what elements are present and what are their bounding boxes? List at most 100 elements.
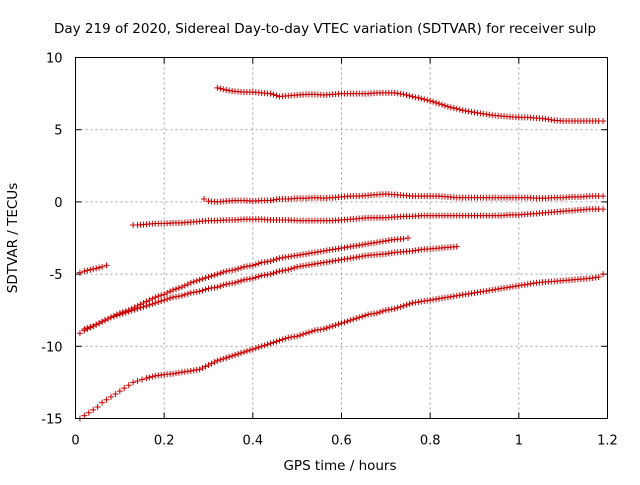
data-point [84, 267, 91, 274]
data-point [214, 284, 221, 291]
data-point [595, 273, 602, 280]
data-point [438, 101, 445, 108]
data-point [199, 364, 206, 371]
data-point [84, 325, 91, 332]
data-point [220, 86, 227, 93]
data-point [252, 274, 259, 281]
data-point [196, 366, 203, 373]
data-point [90, 266, 97, 273]
series-arc-7 [76, 271, 607, 422]
data-point [158, 292, 165, 299]
data-point [255, 344, 262, 351]
data-point [214, 357, 221, 364]
data-point [459, 107, 466, 114]
data-point [261, 342, 268, 349]
data-point [131, 306, 138, 313]
data-point [146, 374, 153, 381]
data-point [81, 412, 88, 419]
data-point [155, 293, 162, 300]
data-point [193, 277, 200, 284]
data-point [447, 104, 454, 111]
data-point [199, 287, 206, 294]
x-tick-label: 0.2 [154, 434, 175, 449]
data-point [149, 295, 156, 302]
data-point [110, 313, 117, 320]
data-point [93, 321, 100, 328]
data-point [199, 275, 206, 282]
x-tick-label: 0.6 [331, 434, 352, 449]
data-point [90, 406, 97, 413]
data-point [211, 272, 218, 279]
data-point [181, 282, 188, 289]
data-point [202, 274, 209, 281]
data-point [394, 304, 401, 311]
data-point [400, 302, 407, 309]
data-point [338, 320, 345, 327]
data-point [220, 282, 227, 289]
data-point [152, 299, 159, 306]
data-point [409, 93, 416, 100]
data-point [128, 307, 135, 314]
data-point [103, 396, 110, 403]
data-point [93, 265, 100, 272]
data-point [238, 264, 245, 271]
data-point [107, 393, 114, 400]
data-point [453, 243, 460, 250]
data-point [450, 105, 457, 112]
data-point [379, 308, 386, 315]
data-point [87, 324, 94, 331]
plot-frame [75, 57, 608, 419]
data-point [76, 269, 83, 276]
data-point [146, 301, 153, 308]
data-point [332, 322, 339, 329]
data-point [376, 309, 383, 316]
data-point [94, 403, 101, 410]
data-point [223, 354, 230, 361]
data-point [220, 355, 227, 362]
data-point [405, 235, 411, 241]
data-point [273, 269, 280, 276]
data-point [273, 338, 280, 345]
data-point [217, 356, 224, 363]
y-tick-label: 5 [54, 124, 62, 139]
data-point [359, 313, 366, 320]
data-point [406, 92, 413, 99]
series-arc-2 [201, 190, 607, 205]
data-point [270, 91, 277, 98]
data-point [291, 264, 298, 271]
data-point [149, 373, 156, 380]
data-point [238, 350, 245, 357]
data-point [164, 296, 171, 303]
data-point [181, 291, 188, 298]
data-point [90, 323, 97, 330]
data-point [238, 277, 245, 284]
data-point [81, 268, 88, 275]
data-point [119, 310, 126, 317]
data-point [249, 262, 256, 269]
data-point [243, 348, 250, 355]
x-tick-label: 0.4 [242, 434, 263, 449]
data-point [276, 337, 283, 344]
data-point [137, 304, 144, 311]
data-point [373, 310, 380, 317]
data-point [335, 321, 342, 328]
data-point [436, 100, 443, 107]
data-point [406, 300, 413, 307]
data-point [350, 316, 357, 323]
data-point [217, 270, 224, 277]
data-point [600, 271, 607, 278]
data-point [87, 266, 94, 273]
data-point [170, 286, 177, 293]
data-point [116, 311, 123, 318]
data-point [279, 336, 286, 343]
data-point [202, 286, 209, 293]
data-point [211, 359, 218, 366]
data-point [103, 262, 110, 269]
series-arc-3 [130, 206, 607, 229]
data-point [453, 105, 460, 112]
data-point [143, 375, 150, 382]
data-point [214, 84, 221, 91]
data-point [155, 299, 162, 306]
data-point [190, 278, 197, 285]
